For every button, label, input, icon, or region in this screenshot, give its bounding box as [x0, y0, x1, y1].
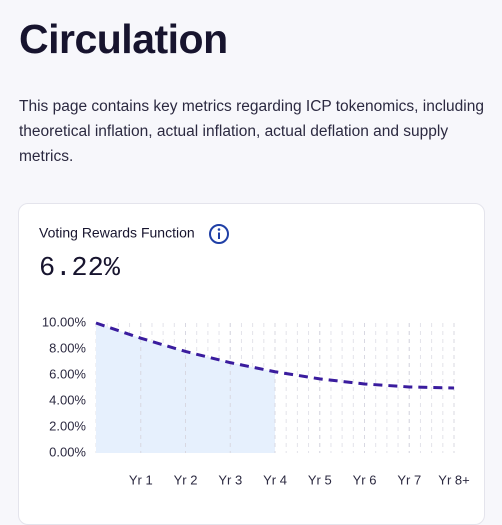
- current-value: 6.22%: [39, 254, 121, 284]
- y-tick-label: 2.00%: [49, 418, 86, 433]
- page-description: This page contains key metrics regarding…: [19, 98, 484, 165]
- info-icon[interactable]: [209, 224, 229, 244]
- x-tick-label: Yr 3: [218, 472, 242, 487]
- x-tick-label: Yr 7: [397, 472, 421, 487]
- x-tick-label: Yr 4: [263, 472, 287, 487]
- x-tick-label: Yr 5: [308, 472, 332, 487]
- y-tick-label: 10.00%: [42, 314, 87, 329]
- y-tick-label: 4.00%: [49, 392, 86, 407]
- chart-title: Voting Rewards Function: [39, 225, 195, 241]
- x-tick-label: Yr 8+: [438, 472, 469, 487]
- x-tick-label: Yr 2: [174, 472, 198, 487]
- chart: Voting Rewards Function 6.22% 0.00% 2.00%…: [39, 224, 470, 487]
- line: [95, 321, 455, 390]
- y-tick-label: 0.00%: [49, 444, 86, 459]
- page: Circulation This page contains key metri…: [18, 16, 485, 525]
- x-tick-label: Yr 6: [353, 472, 377, 487]
- x-tick-label: Yr 1: [129, 472, 153, 487]
- y-tick-label: 8.00%: [49, 340, 86, 355]
- y-tick-label: 6.00%: [49, 366, 86, 381]
- page-title: Circulation: [19, 16, 228, 62]
